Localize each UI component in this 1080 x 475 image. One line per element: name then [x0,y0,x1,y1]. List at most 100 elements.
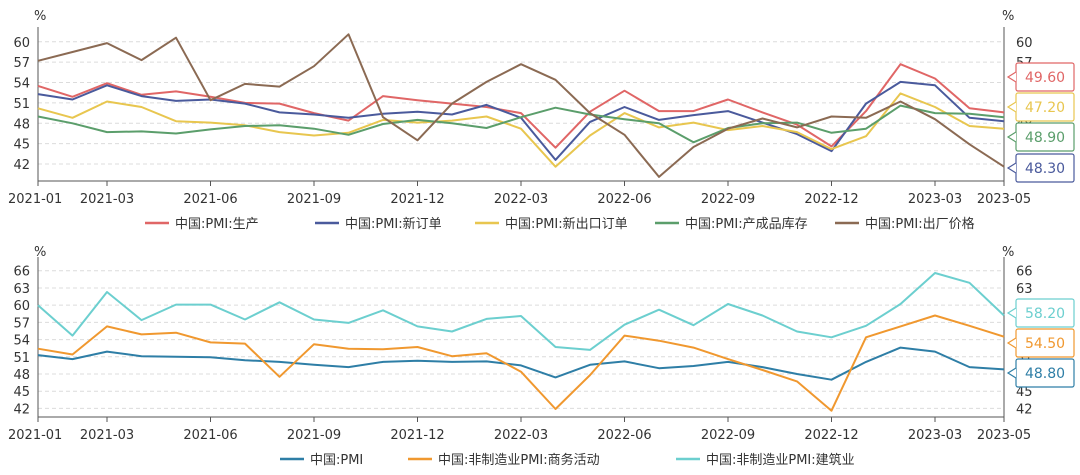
y-axis-left: 42 45 48 51 54 57 60 [13,27,39,181]
x-tick-label: 2021-12 [390,192,444,207]
end-value-pointer [1006,162,1017,174]
y-tick-label-right: 66 [1016,265,1033,280]
x-tick-label: 2021-06 [183,428,237,443]
legend[interactable]: 中国:PMI 中国:非制造业PMI:商务活动 中国:非制造业PMI:建筑业 [280,452,855,468]
grid-lines [38,270,1004,409]
y-tick-label-left: 57 [13,56,30,71]
end-value-flag: 48.90 [1006,122,1075,152]
y-tick-label-right: 42 [1016,402,1033,417]
y-tick-label-right: 63 [1016,282,1033,297]
x-tick-label: 2022-09 [701,428,755,443]
x-tick-label: 2021-06 [183,192,237,207]
legend-label: 中国:PMI:出厂价格 [865,216,975,232]
legend-item[interactable]: 中国:PMI [280,453,363,468]
y-tick-label-right: 45 [1016,385,1033,400]
y-tick-label-left: 57 [13,316,30,331]
legend-label: 中国:PMI:生产 [175,217,259,232]
y-tick-label-left: 45 [13,385,30,400]
x-axis: 2021-01 2021-03 2021-06 2021-09 2021-12 2022-… [8,416,1031,443]
end-value-flag: 48.30 [1006,153,1075,183]
y-tick-label-left: 42 [13,402,30,417]
series-line [37,33,1005,178]
x-tick-label: 2022-09 [701,192,755,207]
x-tick-label: 2021-01 [8,428,62,443]
x-tick-label: 2022-03 [494,428,548,443]
end-value-pointer [1006,71,1017,83]
end-value-text: 48.80 [1025,366,1065,382]
legend-label: 中国:非制造业PMI:商务活动 [438,452,600,468]
y-tick-label-left: 66 [13,265,30,280]
chart-pmi-nonmanufacturing: % % 42 45 48 51 54 57 60 63 66 42 45 48 51 54 57 60 63 6… [8,245,1075,468]
x-tick-label: 2021-03 [80,428,134,443]
x-tick-label: 2022-12 [804,192,858,207]
end-value-text: 54.50 [1025,336,1065,352]
legend-item[interactable]: 中国:PMI:新出口订单 [475,216,628,232]
legend-label: 中国:PMI:产成品库存 [685,216,808,232]
y-tick-label-left: 42 [13,158,30,173]
y-tick-label-left: 51 [13,97,30,112]
x-tick-label: 2023-03 [908,192,962,207]
x-tick-label: 2022-12 [804,428,858,443]
legend[interactable]: 中国:PMI:生产 中国:PMI:新订单 中国:PMI:新出口订单 中国:PMI:产成… [145,216,975,232]
end-value-labels: 49.60 47.20 48.90 48.30 [1006,62,1075,183]
legend-label: 中国:PMI [310,453,363,468]
series-line [37,346,1005,381]
x-tick-label: 2022-06 [597,192,651,207]
y-tick-label-left: 54 [13,334,30,349]
end-value-pointer [1006,337,1017,349]
x-tick-label: 2022-06 [597,428,651,443]
series-line [37,63,1005,149]
legend-item[interactable]: 中国:PMI:生产 [145,217,259,232]
end-value-pointer [1006,307,1017,319]
end-value-flag: 54.50 [1006,328,1075,358]
end-value-text: 58.20 [1025,306,1065,322]
y-axis-left: 42 45 48 51 54 57 60 63 66 [13,257,39,417]
series-line [37,272,1005,351]
series-lines [37,272,1005,412]
x-axis: 2021-01 2021-03 2021-06 2021-09 2021-12 2022-… [8,180,1031,207]
legend-item[interactable]: 中国:PMI:产成品库存 [655,216,808,232]
y-tick-label-left: 51 [13,351,30,366]
end-value-text: 47.20 [1025,100,1065,116]
series-lines [37,33,1005,178]
x-tick-label: 2023-03 [908,428,962,443]
end-value-text: 49.60 [1025,70,1065,86]
x-tick-label: 2021-12 [390,428,444,443]
grid-lines [38,41,1004,165]
end-value-pointer [1006,101,1017,113]
legend-label: 中国:PMI:新订单 [345,216,442,232]
series-line [37,314,1005,412]
y-tick-label-left: 60 [13,299,30,314]
end-value-labels: 58.20 54.50 48.80 [1006,298,1075,388]
y-tick-label-left: 60 [13,36,30,51]
right-axis-unit: % [1002,245,1014,260]
chart-production-orders: % % 42 45 48 51 54 57 60 42 45 48 51 54 57 60 2021-0… [8,9,1075,232]
x-tick-label: 2023-05 [977,192,1031,207]
y-tick-label-left: 48 [13,368,30,383]
y-tick-label-right: 60 [1016,36,1033,51]
legend-label: 中国:非制造业PMI:建筑业 [706,452,855,468]
end-value-flag: 47.20 [1006,92,1075,122]
series-line [37,104,1005,144]
legend-item[interactable]: 中国:非制造业PMI:建筑业 [676,452,855,468]
end-value-flag: 58.20 [1006,298,1075,328]
y-tick-label-left: 48 [13,117,30,132]
y-tick-label-left: 54 [13,77,30,92]
end-value-pointer [1006,131,1017,143]
x-tick-label: 2022-03 [494,192,548,207]
end-value-text: 48.90 [1025,130,1065,146]
right-axis-unit: % [1002,9,1014,24]
left-axis-unit: % [34,9,46,24]
x-tick-label: 2021-09 [287,192,341,207]
end-value-pointer [1006,367,1017,379]
legend-item[interactable]: 中国:PMI:出厂价格 [835,216,975,232]
y-tick-label-left: 63 [13,282,30,297]
end-value-flag: 48.80 [1006,358,1075,388]
series-line [37,92,1005,168]
legend-item[interactable]: 中国:非制造业PMI:商务活动 [408,452,600,468]
end-value-flag: 49.60 [1006,62,1075,92]
left-axis-unit: % [34,245,46,260]
x-tick-label: 2021-03 [80,192,134,207]
legend-item[interactable]: 中国:PMI:新订单 [315,216,442,232]
